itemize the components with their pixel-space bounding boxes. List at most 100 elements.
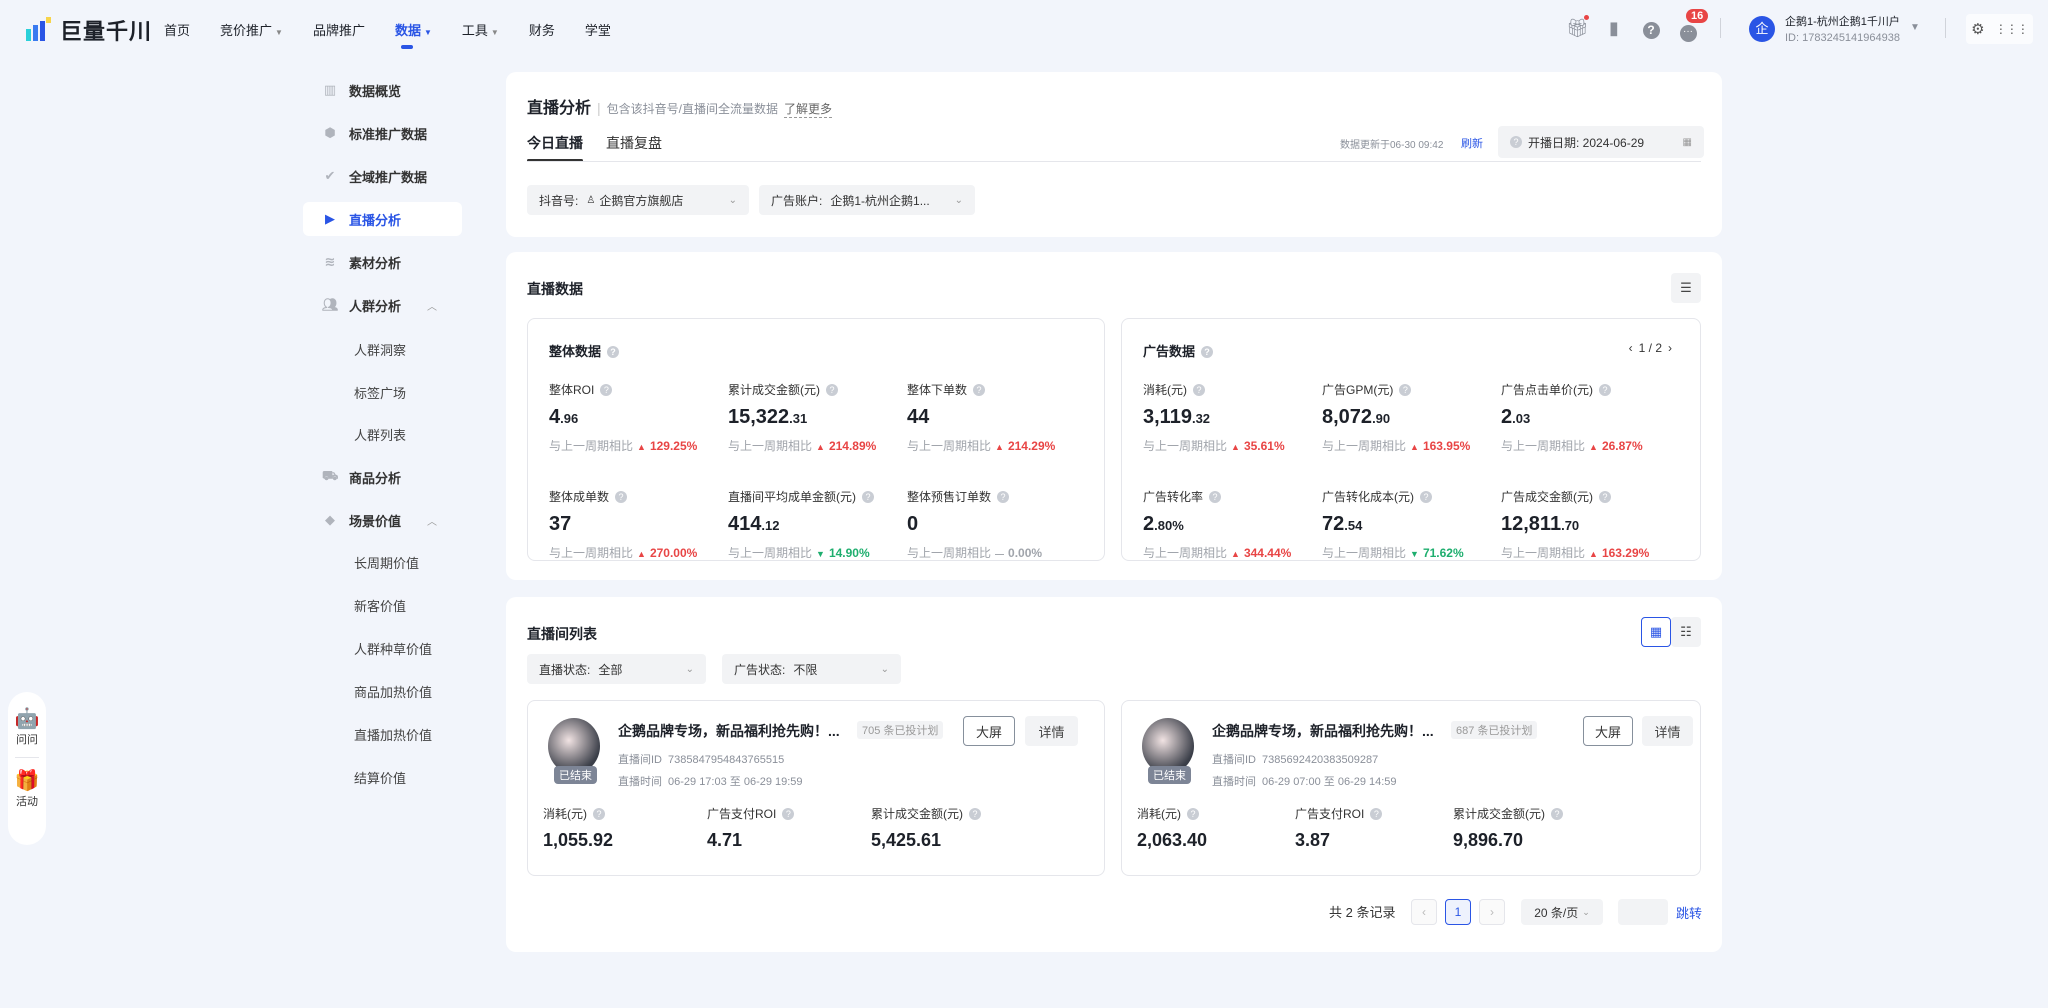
help-icon[interactable]: ? (1209, 491, 1222, 503)
sidebar-subitem[interactable]: 结算价值 (354, 771, 407, 786)
sidebar-item[interactable]: ▶ 直播分析 (303, 202, 462, 236)
sidebar-subitem[interactable]: 长周期价值 (354, 556, 420, 571)
help-icon[interactable]: ? (607, 346, 620, 358)
metric-label-text: 整体成单数 (549, 490, 610, 504)
grid-view-button[interactable]: ▦ (1641, 617, 1671, 647)
nav-item[interactable]: 竞价推广 ▼ (220, 20, 283, 39)
help-icon[interactable]: ? (1599, 491, 1611, 503)
overall-data-card: 整体数据? 整体ROI? 4.96 与上一周期相比 ▲ 129.25% 累计成交金额(元)?… (527, 318, 1105, 561)
live-room-cover[interactable] (548, 718, 600, 774)
tab-live-review[interactable]: 直播复盘 (606, 135, 662, 151)
room-metric: 消耗(元)? 2,063.40 (1137, 805, 1317, 851)
douyin-account-select[interactable]: 抖音号: ♙ 企鹅官方旗舰店 ⌄ (527, 185, 749, 215)
help-icon[interactable]: ? (969, 808, 981, 820)
sidebar-item[interactable]: ◆ 场景价值 ︿ (303, 503, 462, 537)
help-icon[interactable]: ? (1420, 491, 1432, 503)
nav-item[interactable]: 学堂 (585, 20, 611, 39)
apps-grid-icon[interactable]: ⋮⋮⋮ (1994, 22, 2029, 36)
sidebar-subitem[interactable]: 标签广场 (354, 386, 407, 401)
help-icon[interactable]: ? (600, 384, 613, 396)
help-icon[interactable]: ? (1193, 384, 1205, 396)
metric-label-text: 整体下单数 (907, 383, 968, 397)
page-1-button[interactable]: 1 (1445, 899, 1471, 925)
activity-button[interactable]: 活动 (16, 796, 38, 808)
help-icon[interactable]: ? (826, 384, 838, 396)
detail-button[interactable]: 详情 (1642, 716, 1693, 746)
logo[interactable]: 巨量千川 (24, 14, 152, 46)
message-icon[interactable]: ··· (1677, 17, 1699, 42)
ad-account-select[interactable]: 广告账户: 企鹅1-杭州企鹅1... ⌄ (759, 185, 975, 215)
account-dropdown-icon[interactable]: ▼ (1910, 22, 1920, 33)
chevron-up-icon[interactable]: ︿ (427, 516, 437, 528)
sidebar-item[interactable]: ⛟ 商品分析 (303, 460, 462, 494)
sidebar-item[interactable]: ⬢ 标准推广数据 (303, 116, 462, 150)
robot-icon[interactable]: 🤖 (14, 708, 40, 730)
ask-button[interactable]: 问问 (16, 734, 38, 746)
live-room-cover[interactable] (1142, 718, 1194, 774)
settings-icon[interactable]: ⚙ (1971, 21, 1985, 38)
jump-button[interactable]: 跳转 (1676, 906, 1703, 921)
nav-item[interactable]: 数据 ▼ (395, 20, 432, 49)
page-subtitle: 包含该抖音号/直播间全流量数据 (606, 102, 778, 116)
customize-columns-button[interactable]: ☰ (1671, 273, 1701, 303)
live-room-title[interactable]: 企鹅品牌专场，新品福利抢先购！... (618, 723, 840, 739)
help-icon[interactable]: ? (862, 491, 874, 503)
nav-item[interactable]: 财务 (529, 20, 555, 39)
help-icon[interactable]: ? (1640, 17, 1662, 39)
nav-item[interactable]: 首页 (164, 20, 190, 39)
jump-page-input[interactable] (1618, 899, 1668, 925)
detail-button[interactable]: 详情 (1025, 716, 1078, 746)
big-screen-button[interactable]: 大屏 (1583, 716, 1633, 746)
nav-item[interactable]: 工具 ▼ (462, 20, 499, 39)
refresh-link[interactable]: 刷新 (1461, 138, 1483, 150)
gift-activity-icon[interactable]: 🎁 (14, 770, 40, 792)
live-status-select[interactable]: 直播状态: 全部 ⌄ (527, 654, 706, 684)
phone-icon[interactable]: ▮ (1609, 18, 1619, 38)
sidebar-item[interactable]: ✔ 全域推广数据 (303, 159, 462, 193)
sidebar-item[interactable]: ≋ 素材分析 (303, 245, 462, 279)
avatar[interactable]: 企 (1749, 16, 1775, 42)
help-icon[interactable]: ? (973, 384, 986, 396)
prev-icon[interactable]: ‹ (1628, 341, 1633, 355)
date-picker[interactable]: ? 开播日期: 2024-06-29 ▦ (1498, 126, 1704, 158)
triangle-up-icon: ▲ (1410, 442, 1419, 452)
help-icon[interactable]: ? (782, 808, 795, 820)
metric-compare: 与上一周期相比 ▲ 163.29% (1501, 544, 1681, 561)
sidebar-item-label: 数据概览 (349, 83, 402, 99)
sidebar-subitem[interactable]: 商品加热价值 (354, 685, 433, 700)
next-page-button[interactable]: › (1479, 899, 1505, 925)
help-icon[interactable]: ? (1370, 808, 1383, 820)
gift-icon[interactable]: 🎁︎ (1566, 15, 1589, 39)
divider (1945, 18, 1946, 38)
tab-today-live[interactable]: 今日直播 (527, 135, 583, 151)
sidebar-item[interactable]: 👥︎ 人群分析 ︿ (303, 288, 462, 322)
list-view-button[interactable]: ☷ (1671, 617, 1701, 647)
select-value: 全部 (598, 662, 623, 677)
help-icon[interactable]: ? (1599, 384, 1611, 396)
big-screen-button[interactable]: 大屏 (963, 716, 1015, 746)
account-switcher[interactable]: 企鹅1-杭州企鹅1千川户 ID: 1783245141964938 (1785, 14, 1900, 46)
learn-more-link[interactable]: 了解更多 (784, 102, 833, 118)
ended-status-badge: 已结束 (554, 766, 597, 784)
help-icon[interactable]: ? (1201, 346, 1214, 358)
chevron-up-icon[interactable]: ︿ (427, 301, 437, 313)
help-icon[interactable]: ? (1399, 384, 1412, 396)
ad-status-select[interactable]: 广告状态: 不限 ⌄ (722, 654, 901, 684)
sidebar-subitem[interactable]: 人群列表 (354, 428, 407, 443)
nav-item[interactable]: 品牌推广 (313, 20, 365, 39)
sidebar-subitem[interactable]: 人群洞察 (354, 343, 407, 358)
pager: ‹ 1 / 2 › (1629, 341, 1672, 355)
live-room-title[interactable]: 企鹅品牌专场，新品福利抢先购！... (1212, 723, 1434, 739)
next-icon[interactable]: › (1668, 341, 1672, 355)
help-icon[interactable]: ? (997, 491, 1010, 503)
prev-page-button[interactable]: ‹ (1411, 899, 1437, 925)
sidebar-subitem[interactable]: 新客价值 (354, 599, 407, 614)
help-icon[interactable]: ? (615, 491, 628, 503)
page-size-select[interactable]: 20 条/页 ⌄ (1521, 899, 1603, 925)
help-icon[interactable]: ? (593, 808, 605, 820)
help-icon[interactable]: ? (1187, 808, 1199, 820)
sidebar-subitem[interactable]: 人群种草价值 (354, 642, 433, 657)
sidebar-subitem[interactable]: 直播加热价值 (354, 728, 433, 743)
help-icon[interactable]: ? (1551, 808, 1563, 820)
sidebar-item[interactable]: ▥ 数据概览 (303, 73, 462, 107)
